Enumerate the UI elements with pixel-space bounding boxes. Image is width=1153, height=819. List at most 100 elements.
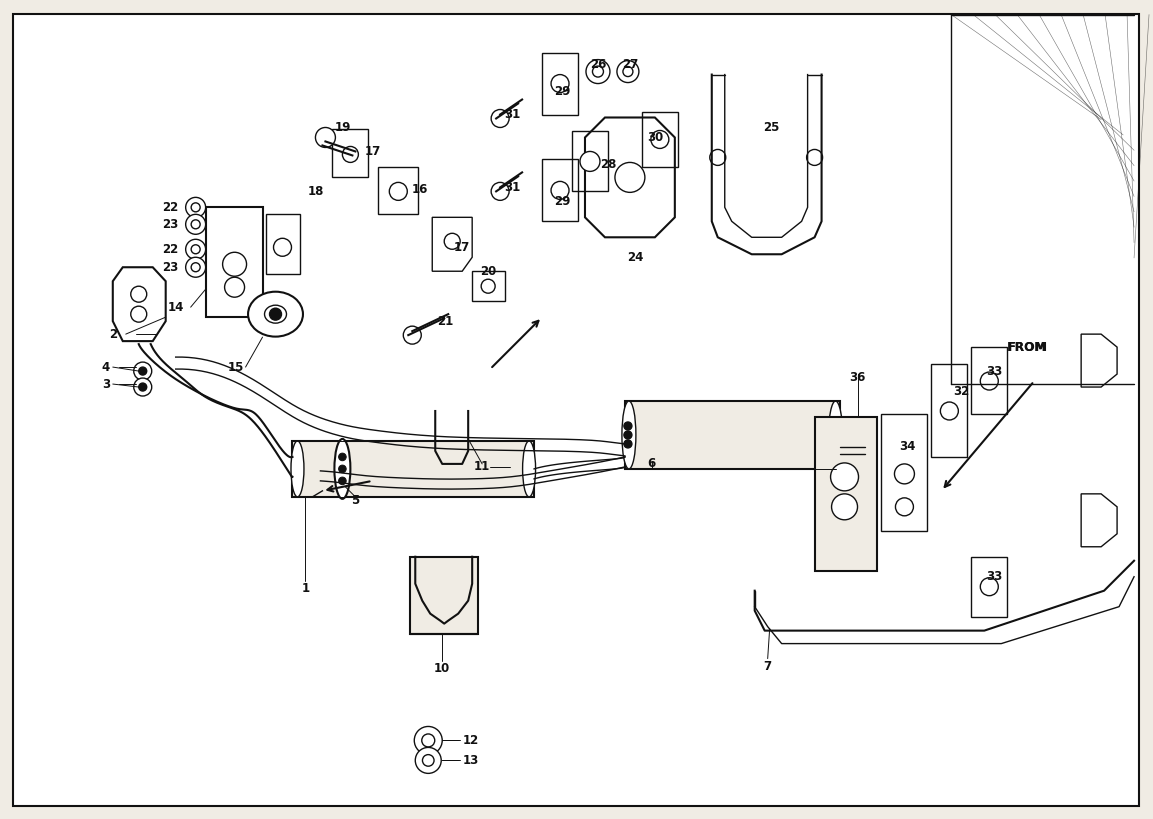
Text: 13: 13 — [462, 754, 478, 767]
Circle shape — [586, 60, 610, 84]
Circle shape — [827, 431, 836, 440]
Text: 3: 3 — [101, 378, 110, 391]
Circle shape — [827, 440, 836, 449]
Text: 1: 1 — [301, 582, 309, 595]
Text: 25: 25 — [763, 121, 779, 134]
Text: 4: 4 — [101, 360, 110, 373]
Circle shape — [130, 286, 146, 302]
Text: 21: 21 — [437, 314, 453, 328]
Circle shape — [444, 233, 460, 249]
Circle shape — [134, 362, 152, 380]
Circle shape — [191, 219, 201, 229]
Circle shape — [491, 183, 510, 201]
Circle shape — [980, 372, 998, 390]
Circle shape — [186, 257, 205, 277]
Circle shape — [138, 367, 146, 375]
Circle shape — [225, 277, 244, 297]
Circle shape — [896, 498, 913, 516]
Circle shape — [624, 422, 632, 430]
Circle shape — [316, 128, 336, 147]
Text: 31: 31 — [504, 108, 520, 121]
Text: 29: 29 — [553, 85, 571, 98]
Text: 20: 20 — [480, 265, 496, 278]
Circle shape — [491, 110, 510, 128]
Circle shape — [831, 494, 858, 520]
Circle shape — [651, 130, 669, 148]
Circle shape — [342, 147, 359, 162]
Text: 14: 14 — [167, 301, 183, 314]
Polygon shape — [410, 557, 478, 634]
Circle shape — [481, 279, 495, 293]
Circle shape — [623, 66, 633, 76]
Text: 36: 36 — [850, 370, 866, 383]
Circle shape — [186, 215, 205, 234]
Circle shape — [624, 440, 632, 448]
Circle shape — [138, 383, 146, 391]
Text: FROM: FROM — [1007, 341, 1048, 354]
Text: FROM: FROM — [1008, 341, 1047, 354]
Circle shape — [895, 464, 914, 484]
Circle shape — [941, 402, 958, 420]
Circle shape — [130, 306, 146, 322]
Bar — [293, 441, 534, 497]
Text: 5: 5 — [352, 495, 360, 507]
Text: 7: 7 — [763, 660, 771, 673]
Circle shape — [980, 577, 998, 595]
Circle shape — [422, 734, 435, 747]
Text: 26: 26 — [590, 58, 606, 71]
Circle shape — [273, 238, 292, 256]
Circle shape — [270, 308, 281, 320]
Circle shape — [422, 754, 434, 767]
Circle shape — [186, 239, 205, 260]
Text: 23: 23 — [163, 260, 179, 274]
Text: 23: 23 — [163, 218, 179, 231]
Text: 31: 31 — [504, 181, 520, 194]
Ellipse shape — [248, 292, 303, 337]
Text: 33: 33 — [986, 570, 1002, 583]
Circle shape — [191, 245, 201, 254]
Circle shape — [134, 378, 152, 396]
Circle shape — [551, 181, 570, 199]
Text: 16: 16 — [412, 183, 429, 196]
Ellipse shape — [291, 441, 304, 497]
Circle shape — [191, 263, 201, 272]
Text: 27: 27 — [621, 58, 638, 71]
Text: 17: 17 — [454, 241, 470, 254]
Text: 22: 22 — [163, 242, 179, 256]
Circle shape — [339, 453, 346, 461]
Circle shape — [223, 252, 247, 276]
Text: 29: 29 — [553, 195, 571, 208]
Circle shape — [593, 66, 603, 77]
Text: 30: 30 — [647, 131, 663, 144]
Circle shape — [186, 197, 205, 217]
Text: 15: 15 — [227, 360, 243, 373]
Text: 34: 34 — [899, 441, 915, 454]
Circle shape — [624, 431, 632, 439]
Text: 22: 22 — [163, 201, 179, 214]
Circle shape — [827, 422, 836, 431]
Circle shape — [390, 183, 407, 201]
Circle shape — [580, 152, 600, 171]
Text: 10: 10 — [434, 662, 451, 675]
Text: 12: 12 — [462, 734, 478, 747]
Text: 11: 11 — [474, 460, 490, 473]
Text: 32: 32 — [954, 385, 970, 397]
Circle shape — [414, 726, 443, 754]
Circle shape — [710, 149, 725, 165]
Text: 28: 28 — [600, 158, 616, 171]
Circle shape — [807, 149, 822, 165]
Circle shape — [830, 463, 859, 491]
Circle shape — [339, 477, 346, 485]
Circle shape — [615, 162, 645, 192]
Text: 17: 17 — [364, 145, 380, 158]
Circle shape — [339, 465, 346, 473]
Circle shape — [404, 326, 421, 344]
Text: 33: 33 — [986, 364, 1002, 378]
Circle shape — [551, 75, 570, 93]
Ellipse shape — [522, 441, 536, 497]
Circle shape — [191, 203, 201, 212]
Polygon shape — [815, 417, 877, 571]
Ellipse shape — [334, 439, 351, 499]
Text: 18: 18 — [307, 185, 324, 198]
Ellipse shape — [264, 305, 286, 324]
